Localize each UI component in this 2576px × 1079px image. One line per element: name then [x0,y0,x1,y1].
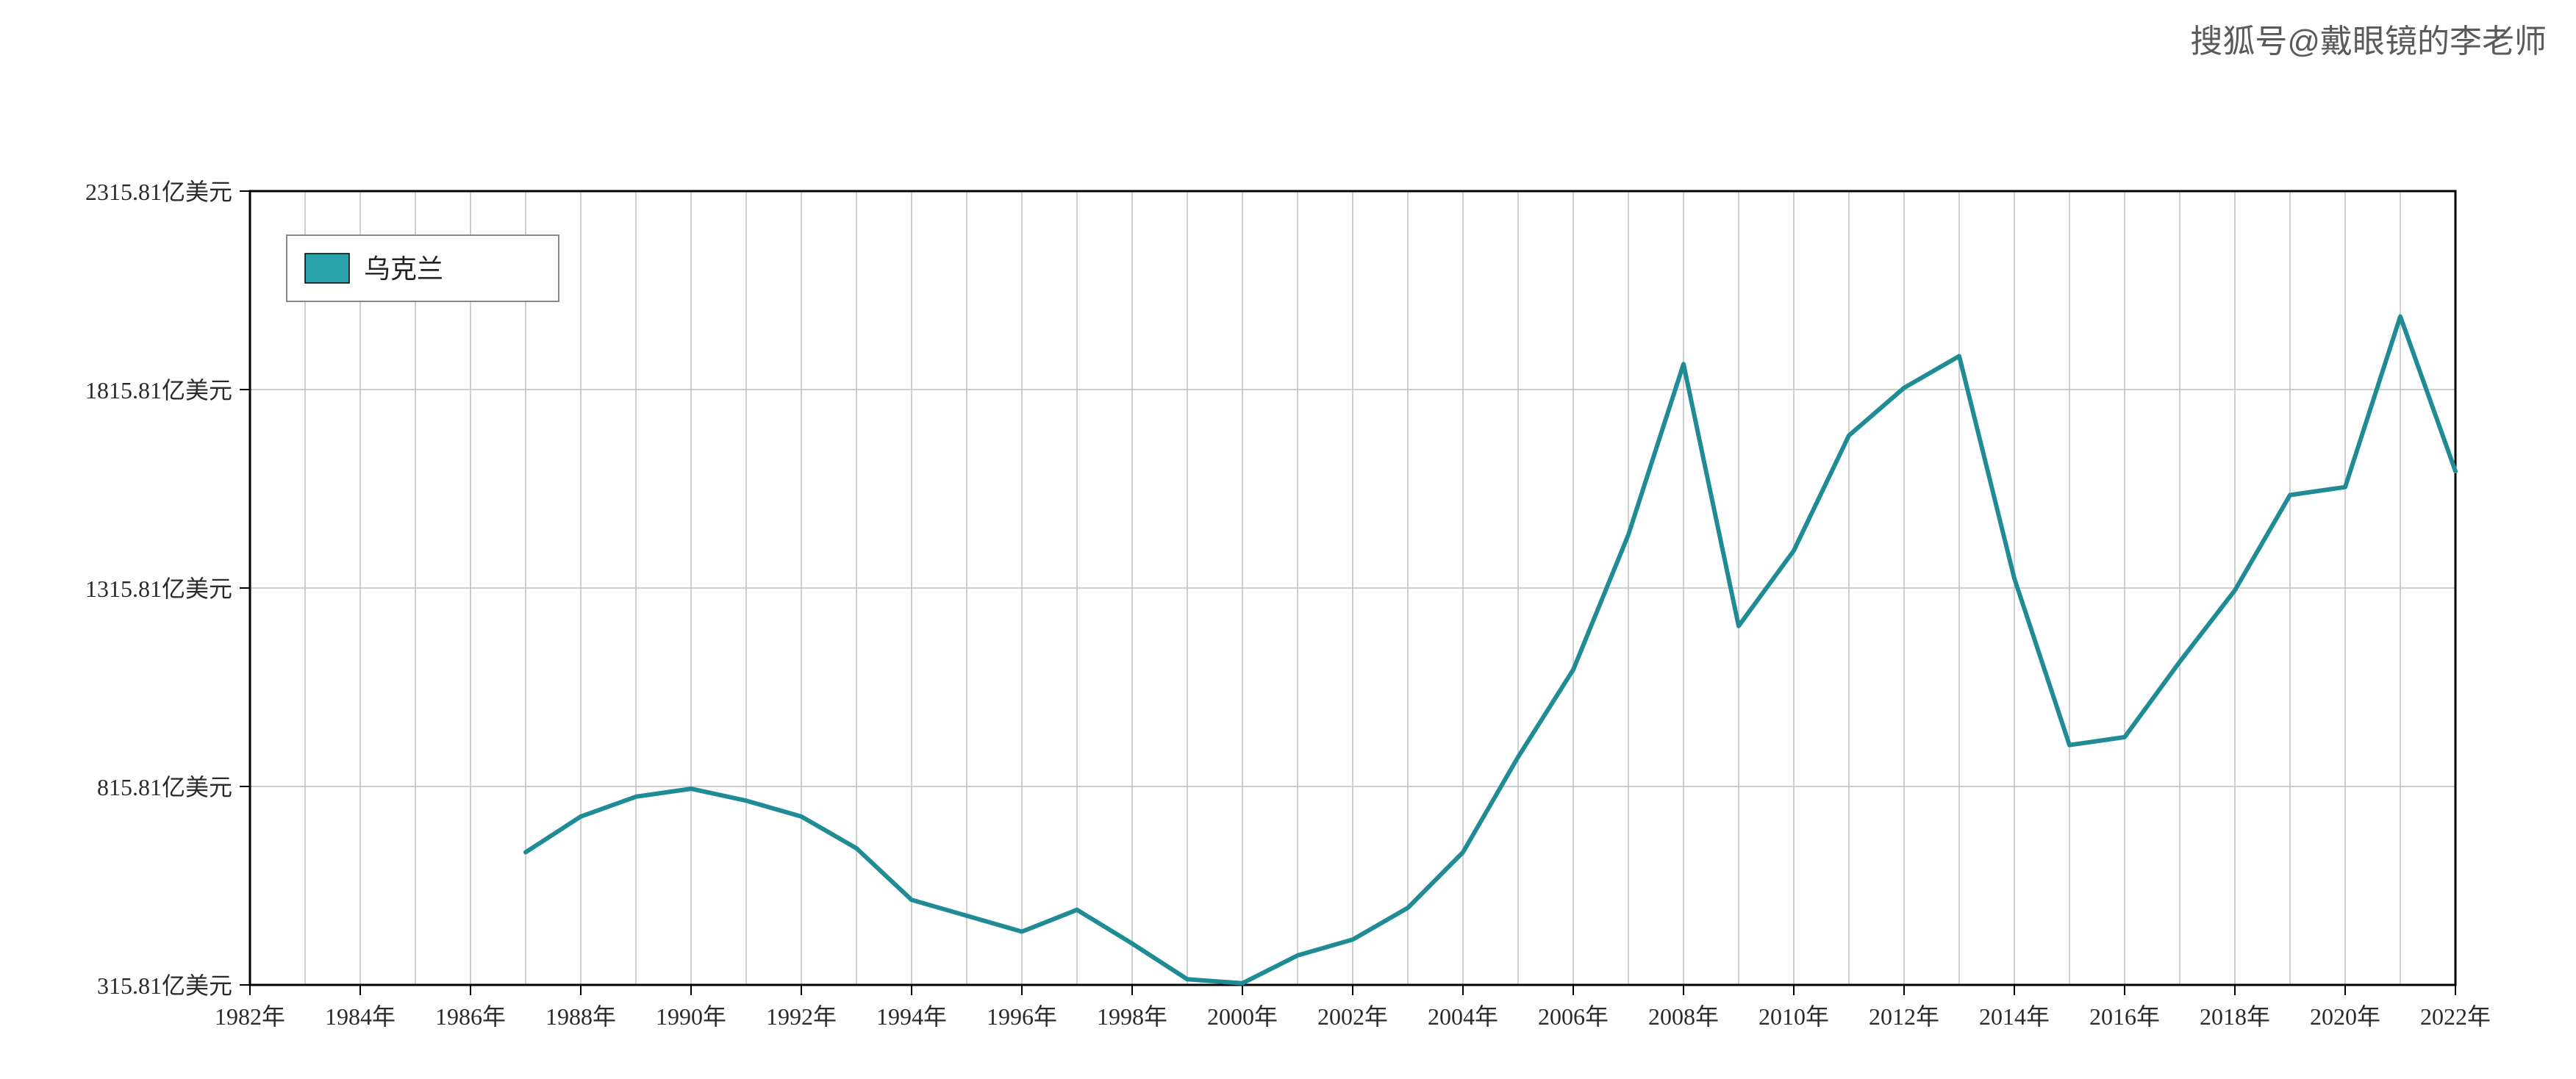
x-tick-label: 1984年 [325,1003,396,1030]
chart-container: 1982年 1984年 1986年 1988年 1990年 1992年 1994年 1996年… [0,0,2576,1079]
x-tick-label: 1994年 [876,1003,947,1030]
x-tick-label: 2004年 [1428,1003,1498,1030]
x-tick-label: 2022年 [2420,1003,2491,1030]
x-tick-label: 1998年 [1097,1003,1167,1030]
x-tick-label: 2012年 [1869,1003,1939,1030]
x-tick-label: 2018年 [2200,1003,2270,1030]
x-tick-label: 2006年 [1538,1003,1609,1030]
x-tick-label: 1988年 [545,1003,616,1030]
x-tick-label: 2014年 [1979,1003,2050,1030]
y-tick-label: 315.81亿美元 [97,972,232,999]
x-tick-label: 1982年 [215,1003,285,1030]
watermark-text: 搜狐号@戴眼镜的李老师 [2190,15,2547,62]
x-tick-label: 1990年 [656,1003,726,1030]
x-tick-label: 2020年 [2310,1003,2380,1030]
x-tick-label: 1986年 [435,1003,506,1030]
legend-label: 乌克兰 [364,254,443,284]
chart-bg [0,0,2576,1079]
x-tick-label: 2016年 [2089,1003,2160,1030]
y-tick-label: 1815.81亿美元 [85,377,232,404]
x-tick-label: 2008年 [1648,1003,1719,1030]
x-tick-label: 2010年 [1759,1003,1829,1030]
x-tick-label: 1996年 [987,1003,1057,1030]
y-tick-label: 815.81亿美元 [97,774,232,800]
y-tick-label: 2315.81亿美元 [85,179,232,205]
x-tick-label: 2000年 [1207,1003,1278,1030]
x-tick-label: 2002年 [1317,1003,1388,1030]
x-tick-label: 1992年 [766,1003,837,1030]
y-tick-label: 1315.81亿美元 [85,576,232,602]
legend-swatch [305,254,349,283]
line-chart: 1982年 1984年 1986年 1988年 1990年 1992年 1994年 1996年… [0,0,2576,1079]
